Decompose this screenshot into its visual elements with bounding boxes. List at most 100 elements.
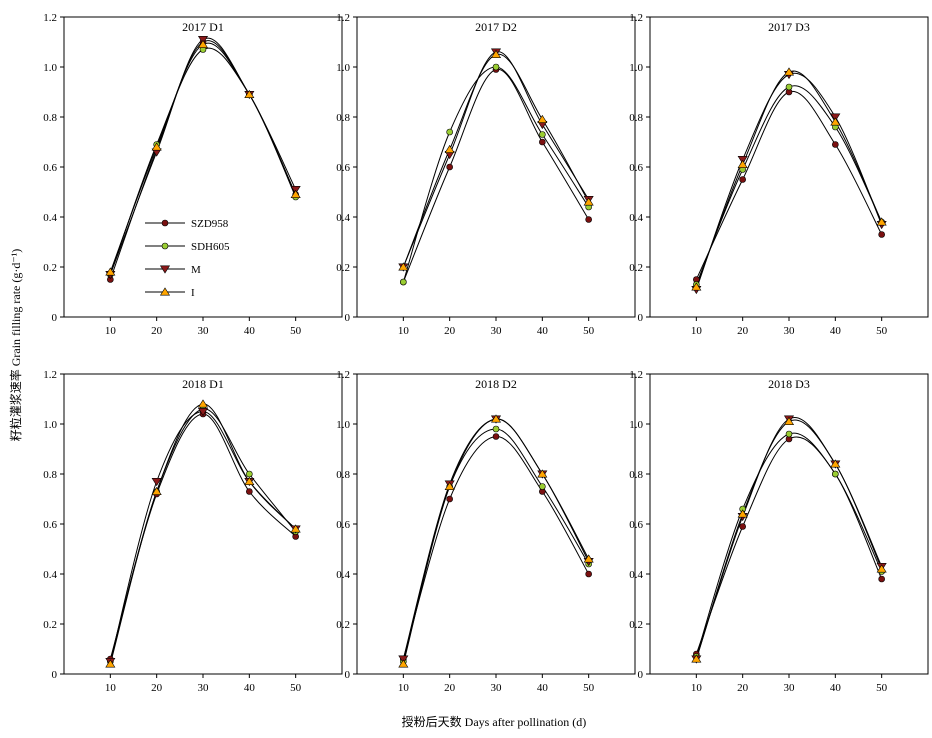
plot-frame bbox=[356, 16, 636, 318]
y-tick-label: 0.8 bbox=[43, 112, 57, 124]
legend-item-sdh605: SDH605 bbox=[145, 241, 230, 253]
y-tick-label: 0 bbox=[638, 312, 644, 324]
point-i-50 bbox=[583, 197, 594, 206]
point-i-50 bbox=[876, 217, 887, 226]
y-tick-label: 1.0 bbox=[629, 62, 643, 74]
panel-title: 2018 D2 bbox=[475, 377, 517, 391]
panel-title: 2017 D3 bbox=[768, 20, 810, 34]
y-tick-label: 0.8 bbox=[629, 112, 643, 124]
y-tick-label: 1.2 bbox=[336, 369, 350, 381]
y-tick-label: 0 bbox=[345, 669, 351, 681]
panel-2018-d2: 2018 D2 0 0.2 0.4 0.6 0.8 1.0 1.2 10 20 30 40 50 bbox=[336, 369, 636, 694]
y-tick-label: 1.2 bbox=[43, 369, 57, 381]
x-tick-label: 40 bbox=[830, 325, 842, 337]
y-tick-label: 1.0 bbox=[336, 419, 350, 431]
legend-label: SDH605 bbox=[191, 241, 230, 253]
y-tick-label: 0.8 bbox=[336, 469, 350, 481]
point-i-40 bbox=[830, 117, 841, 126]
y-tick-label: 0.6 bbox=[43, 162, 57, 174]
x-tick-label: 50 bbox=[876, 325, 888, 337]
x-tick-label: 20 bbox=[444, 325, 456, 337]
y-tick-label: 0.4 bbox=[43, 212, 57, 224]
legend-item-szd958: SZD958 bbox=[145, 218, 229, 230]
fit-line-m bbox=[109, 410, 297, 662]
point-sdh605-30 bbox=[785, 83, 793, 91]
point-i-20 bbox=[737, 509, 748, 518]
x-tick-label: 10 bbox=[398, 682, 410, 694]
x-tick-label: 50 bbox=[876, 682, 888, 694]
point-i-20 bbox=[444, 144, 455, 153]
y-tick-label: 1.0 bbox=[629, 419, 643, 431]
point-i-10 bbox=[398, 659, 409, 668]
point-szd958-20 bbox=[446, 495, 453, 503]
panel-title: 2017 D2 bbox=[475, 20, 517, 34]
x-tick-label: 10 bbox=[398, 325, 410, 337]
y-tick-label: 0.6 bbox=[629, 519, 643, 531]
fit-line-szd958 bbox=[695, 436, 883, 655]
x-tick-label: 20 bbox=[737, 325, 749, 337]
fit-line-i bbox=[109, 403, 297, 665]
x-tick-label: 40 bbox=[244, 682, 256, 694]
x-tick-label: 40 bbox=[244, 325, 256, 337]
fit-line-i bbox=[695, 419, 883, 660]
fit-line-sdh605 bbox=[695, 432, 883, 657]
point-m-30 bbox=[197, 408, 209, 417]
x-tick-label: 30 bbox=[784, 325, 796, 337]
point-i-10 bbox=[105, 659, 116, 668]
fit-line-m bbox=[109, 37, 297, 275]
point-sdh605-20 bbox=[446, 128, 453, 136]
point-i-10 bbox=[691, 282, 702, 291]
legend-item-i: I bbox=[145, 287, 195, 299]
fit-line-szd958 bbox=[402, 68, 590, 283]
x-tick-label: 10 bbox=[105, 682, 117, 694]
x-tick-label: 30 bbox=[491, 682, 503, 694]
point-szd958-40 bbox=[539, 138, 546, 146]
point-sdh605-30 bbox=[785, 430, 793, 438]
y-tick-label: 0.4 bbox=[629, 569, 643, 581]
panel-2017-d2: 2017 D2 0 0.2 0.4 0.6 0.8 1.0 1.2 10 20 30 40 50 bbox=[336, 12, 636, 337]
y-tick-label: 0.6 bbox=[43, 519, 57, 531]
x-tick-label: 50 bbox=[290, 325, 302, 337]
panel-2018-d1: 2018 D1 0 0.2 0.4 0.6 0.8 1.0 1.2 10 20 30 40 50 bbox=[43, 369, 343, 694]
point-szd958-30 bbox=[492, 433, 500, 440]
legend-label: M bbox=[191, 264, 201, 276]
point-i-40 bbox=[244, 89, 255, 98]
point-szd958-40 bbox=[246, 488, 253, 495]
y-tick-label: 0.2 bbox=[43, 262, 57, 274]
point-i-10 bbox=[105, 267, 116, 276]
point-szd958-20 bbox=[446, 163, 453, 171]
point-szd958-20 bbox=[739, 523, 746, 530]
fit-line-m bbox=[695, 416, 883, 660]
point-i-20 bbox=[444, 481, 455, 490]
point-i-40 bbox=[830, 459, 841, 468]
point-sdh605-40 bbox=[832, 470, 839, 478]
y-tick-label: 0.2 bbox=[629, 619, 643, 631]
fit-line-m bbox=[402, 51, 590, 268]
y-tick-label: 0.2 bbox=[336, 262, 350, 274]
legend-marker-i bbox=[159, 287, 171, 296]
y-tick-label: 0.8 bbox=[43, 469, 57, 481]
y-tick-label: 1.2 bbox=[43, 12, 57, 24]
x-tick-label: 20 bbox=[444, 682, 456, 694]
y-tick-label: 0.4 bbox=[43, 569, 57, 581]
x-tick-label: 40 bbox=[537, 682, 549, 694]
fit-line-szd958 bbox=[695, 90, 883, 280]
y-tick-label: 0.8 bbox=[629, 469, 643, 481]
y-tick-label: 0.6 bbox=[629, 162, 643, 174]
plot-frame bbox=[649, 16, 929, 318]
point-i-50 bbox=[290, 189, 301, 198]
y-tick-label: 0 bbox=[52, 312, 58, 324]
point-szd958-50 bbox=[878, 231, 885, 238]
legend-marker-sdh605 bbox=[161, 242, 169, 250]
x-tick-label: 30 bbox=[198, 682, 210, 694]
point-i-30 bbox=[490, 414, 502, 423]
x-tick-label: 50 bbox=[583, 325, 595, 337]
y-tick-label: 0 bbox=[52, 669, 58, 681]
y-tick-label: 0.4 bbox=[629, 212, 643, 224]
plot-frame bbox=[63, 16, 343, 318]
panel-2017-d1: 2017 D1 0 0.2 0.4 0.6 0.8 1.0 1.2 10 20 30 40 50 bbox=[43, 12, 343, 337]
point-m-20 bbox=[151, 478, 162, 487]
fit-line-m bbox=[695, 72, 883, 290]
point-i-10 bbox=[691, 654, 702, 663]
